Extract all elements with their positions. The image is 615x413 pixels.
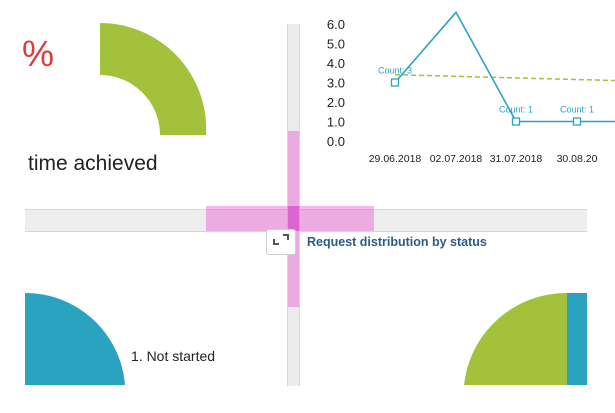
y-tick-label: 4.0 [327,56,345,71]
teal-pie-slice [25,292,125,385]
data-label: Count: 1 [560,105,594,115]
data-label: Count: 1 [499,105,533,115]
resize-handle[interactable] [266,229,296,255]
dashed-series-line [394,73,615,82]
x-tick-label: 31.07.2018 [490,153,543,165]
y-tick-label: 3.0 [327,76,345,91]
request-distribution-title: Request distribution by status [307,235,487,249]
kpi-label: time achieved [28,152,158,175]
y-tick-label: 0.0 [327,134,345,149]
legend-not-started: 1. Not started [131,348,216,364]
drag-highlight-horizontal [206,206,374,231]
vertical-splitter[interactable] [287,24,300,386]
y-tick-label: 6.0 [327,17,345,32]
data-point-marker [572,117,582,126]
horizontal-splitter[interactable] [25,209,587,232]
drag-highlight-vertical [288,131,299,307]
percent-fragment: % [22,33,55,74]
y-tick-label: 5.0 [327,37,345,52]
drag-highlight-center[interactable] [288,206,299,231]
x-tick-label: 02.07.2018 [430,153,483,165]
data-label: Count: 3 [378,66,412,76]
data-point-marker [390,78,400,87]
y-tick-label: 1.0 [327,115,345,130]
data-point-marker [511,117,521,126]
y-tick-label: 2.0 [327,95,345,110]
x-tick-label: 30.08.20 [557,153,598,165]
green-donut-arc-top [100,22,207,136]
status-pie-chart [464,292,587,385]
resize-corner-icon [273,234,289,245]
count-line-chart: 0.0 1.0 2.0 3.0 4.0 5.0 6.0 29.06.2018 02.07.201… [327,10,615,165]
x-tick-label: 29.06.2018 [369,153,422,165]
